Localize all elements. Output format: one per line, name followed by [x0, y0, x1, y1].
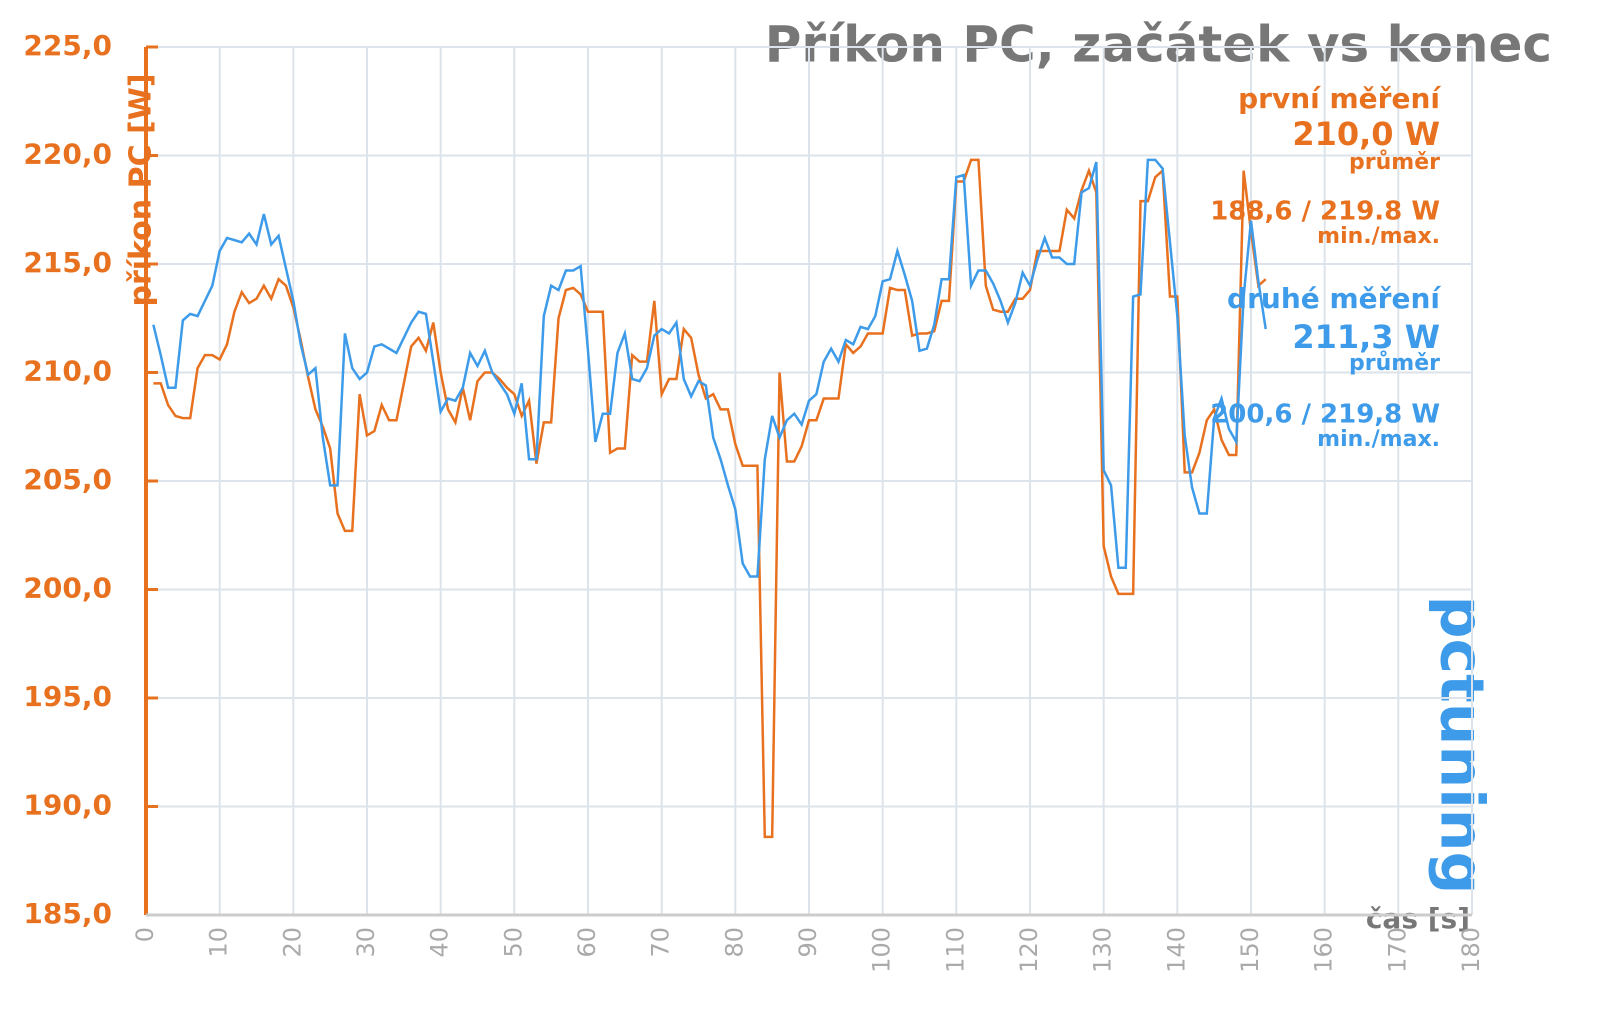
annotation: průměr	[1349, 351, 1440, 376]
x-tick-label: 0	[131, 927, 159, 942]
x-tick-label: 20	[278, 927, 306, 958]
y-tick-label: 200,0	[23, 572, 112, 605]
chart-title: Příkon PC, začátek vs konec	[765, 16, 1552, 74]
x-tick-label: 160	[1310, 927, 1338, 973]
y-tick-label: 205,0	[23, 463, 112, 496]
y-tick-label: 215,0	[23, 246, 112, 279]
annotation: průměr	[1349, 150, 1440, 175]
y-tick-label: 210,0	[23, 355, 112, 388]
y-tick-label: 195,0	[23, 680, 112, 713]
x-tick-label: 130	[1089, 927, 1117, 973]
annotation: první měření	[1238, 82, 1441, 115]
y-axis-label: příkon PC [W]	[124, 73, 159, 306]
x-tick-label: 70	[647, 927, 675, 958]
x-axis-label: čas [s]	[1366, 902, 1470, 935]
annotation: druhé měření	[1227, 282, 1441, 315]
x-tick-label: 40	[426, 927, 454, 958]
x-tick-label: 30	[352, 927, 380, 958]
x-tick-label: 80	[720, 927, 748, 958]
x-tick-label: 180	[1457, 927, 1485, 973]
x-tick-label: 100	[868, 927, 896, 973]
annotation: 200,6 / 219,8 W	[1210, 400, 1440, 430]
x-tick-label: 10	[205, 927, 233, 958]
x-tick-label: 60	[573, 927, 601, 958]
annotation: min./max.	[1317, 427, 1440, 452]
x-tick-label: 110	[941, 927, 969, 973]
x-tick-label: 170	[1383, 927, 1411, 973]
annotation: 211,3 W	[1292, 318, 1440, 356]
annotation: min./max.	[1317, 224, 1440, 249]
x-tick-label: 50	[499, 927, 527, 958]
x-tick-label: 90	[794, 927, 822, 958]
y-tick-label: 185,0	[23, 897, 112, 930]
logo: pctuning	[1426, 596, 1496, 895]
annotation: 210,0 W	[1292, 115, 1440, 153]
y-tick-label: 225,0	[23, 29, 112, 62]
y-tick-label: 190,0	[23, 789, 112, 822]
series-line	[152, 158, 1267, 578]
annotation: 188,6 / 219.8 W	[1210, 197, 1440, 227]
x-tick-label: 140	[1162, 927, 1190, 973]
x-tick-label: 120	[1015, 927, 1043, 973]
x-tick-label: 150	[1236, 927, 1264, 973]
y-tick-label: 220,0	[23, 138, 112, 171]
